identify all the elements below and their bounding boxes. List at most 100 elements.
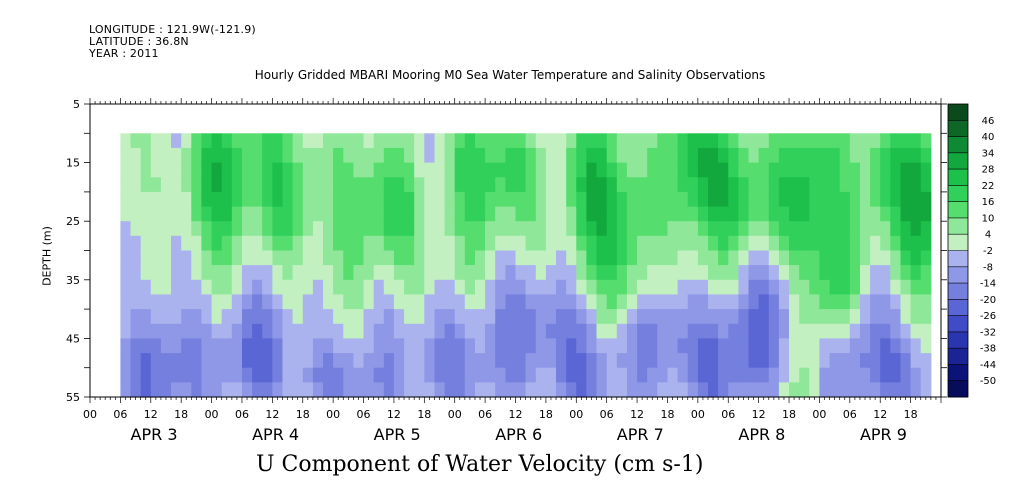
heatmap-cell [637,147,648,164]
heatmap-cell [778,309,790,325]
heatmap-cell [819,294,831,310]
heatmap-cell [809,323,820,339]
heatmap-cell [667,191,679,208]
heatmap-cell [556,191,567,208]
heatmap-cell [343,338,354,354]
heatmap-cell [708,133,719,149]
heatmap-cell [920,353,932,369]
heatmap-cell [231,309,243,325]
heatmap-cell [383,265,395,281]
heatmap-cell [647,162,658,178]
heatmap-cell [920,177,932,193]
heatmap-cell [191,323,202,339]
heatmap-cell [150,367,162,383]
heatmap-cell [505,133,517,149]
heatmap-cell [616,279,628,295]
heatmap-cell [383,221,395,237]
heatmap-cell [424,221,435,237]
heatmap-cell [231,382,243,398]
heatmap-cell [454,206,466,222]
heatmap-cell [738,221,750,237]
heatmap-cell [475,382,486,398]
heatmap-cell [586,250,598,266]
heatmap-cell [799,309,810,325]
heatmap-cell [900,353,912,369]
heatmap-cell [475,367,486,383]
heatmap-cell [201,279,213,295]
heatmap-cell [596,338,608,354]
heatmap-cell [708,294,719,310]
heatmap-cell [333,221,344,237]
heatmap-cell [687,323,699,339]
heatmap-cell [728,353,739,369]
heatmap-cell [424,323,435,339]
heatmap-cell [353,133,365,149]
heatmap-cell [221,382,233,398]
heatmap-cell [414,133,425,149]
heatmap-cell [130,250,142,266]
heatmap-cell [404,250,415,266]
heatmap-cell [637,235,648,252]
heatmap-cell [505,177,517,193]
heatmap-cell [201,353,213,369]
heatmap-cell [748,147,760,164]
heatmap-cell [900,382,912,398]
heatmap-cell [160,206,172,222]
heatmap-cell [171,353,182,369]
heatmap-cell [130,309,142,325]
heatmap-cell [849,177,861,193]
heatmap-cell [566,206,577,222]
heatmap-cell [444,323,456,339]
heatmap-cell [150,191,162,208]
heatmap-cell [819,250,831,266]
heatmap-cell [262,265,273,281]
heatmap-cell [444,147,456,164]
heatmap-cell [181,294,192,310]
heatmap-cell [566,338,577,354]
heatmap-cell [262,206,273,222]
heatmap-cell [748,162,760,178]
heatmap-cell [333,177,344,193]
heatmap-cell [849,250,861,266]
heatmap-cell [201,250,213,266]
heatmap-cell [556,382,567,398]
heatmap-cell [353,206,365,222]
heatmap-cell [363,279,375,295]
heatmap-cell [819,323,831,339]
heatmap-cell [860,147,871,164]
heatmap-cell [647,367,658,383]
heatmap-cell [312,133,324,149]
heatmap-cell [657,221,668,237]
heatmap-cell [221,323,233,339]
heatmap-cell [697,147,709,164]
heatmap-cell [160,147,172,164]
heatmap-cell [545,382,557,398]
heatmap-cell [819,177,831,193]
heatmap-cell [252,338,263,354]
heatmap-cell [637,309,648,325]
heatmap-cell [252,265,263,281]
colorbar-swatch [948,152,968,170]
heatmap-cell [657,177,668,193]
heatmap-cell [191,353,202,369]
heatmap-cell [809,279,820,295]
heatmap-cell [120,235,132,252]
heatmap-cell [272,309,284,325]
heatmap-cell [647,265,658,281]
heatmap-cell [738,162,750,178]
colorbar-swatch [948,250,968,268]
heatmap-cell [910,206,922,222]
heatmap-cell [880,177,891,193]
heatmap-cell [556,221,567,237]
heatmap-cell [454,309,466,325]
heatmap-cell [839,177,851,193]
heatmap-cell [323,191,334,208]
heatmap-cell [596,162,608,178]
heatmap-cell [647,338,658,354]
heatmap-cell [272,177,284,193]
heatmap-cell [647,221,658,237]
heatmap-cell [130,279,142,295]
heatmap-cell [728,147,739,164]
heatmap-cell [140,265,152,281]
heatmap-cell [920,279,932,295]
